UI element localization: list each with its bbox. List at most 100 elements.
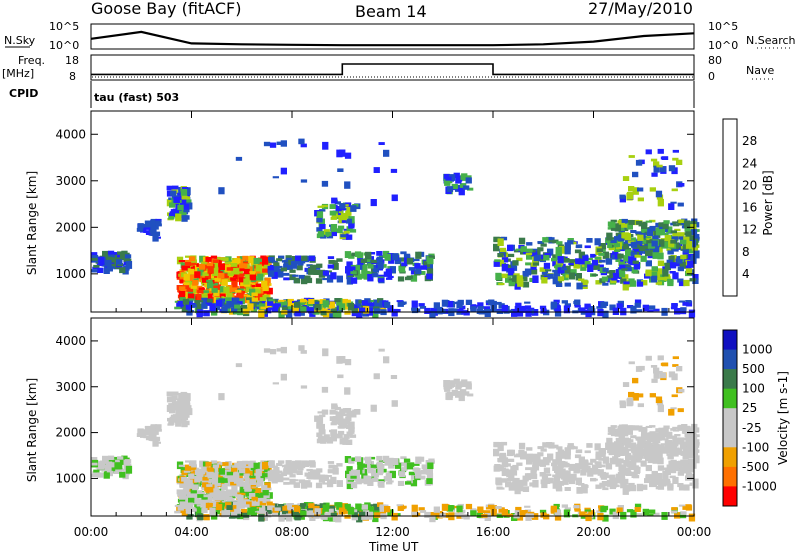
velocity-cell — [276, 473, 283, 480]
velocity-cell — [685, 446, 693, 454]
power-cell — [531, 248, 539, 252]
velocity-cell — [268, 461, 275, 466]
power-cell — [512, 260, 519, 266]
velocity-cell — [635, 513, 643, 516]
power-cell — [609, 270, 616, 278]
power-cell — [580, 264, 587, 271]
velocity-cell — [283, 468, 290, 475]
power-cell — [507, 244, 514, 252]
power-cell — [150, 223, 157, 226]
velocity-cell — [601, 505, 609, 511]
velocity-cell — [268, 474, 275, 482]
velocity-cell — [456, 505, 463, 513]
velocity-cell — [203, 514, 210, 521]
power-cell — [186, 309, 193, 316]
velocity-cell — [537, 446, 544, 449]
time-tick-label-3: 12:00 — [375, 525, 410, 539]
power-cell — [93, 264, 100, 268]
power-cell — [563, 258, 570, 263]
velocity-cell — [322, 504, 329, 512]
velocity-cell — [666, 431, 673, 439]
velocity-cell — [674, 434, 681, 437]
velocity-cell — [91, 462, 98, 466]
power-cell — [671, 188, 678, 192]
velocity-cell — [539, 472, 546, 477]
power-cell — [651, 172, 658, 177]
velocity-colorbar-segment — [723, 330, 737, 351]
velocity-cell — [191, 491, 199, 498]
power-cell — [281, 306, 289, 312]
velocity-cell — [660, 362, 668, 366]
velocity-cell — [555, 451, 562, 460]
power-cell — [350, 205, 357, 212]
power-cell — [610, 219, 617, 223]
power-cell — [194, 300, 201, 306]
power-cell — [387, 275, 394, 278]
velocity-cell — [581, 484, 588, 490]
velocity-cell — [513, 454, 521, 458]
velocity-cell — [350, 469, 358, 472]
power-cell — [181, 187, 189, 190]
power-cell — [661, 241, 668, 249]
power-cell — [199, 255, 206, 263]
velocity-cell — [601, 481, 609, 486]
velocity-cell — [206, 484, 213, 487]
power-cell — [292, 274, 299, 277]
power-cell — [497, 259, 504, 266]
velocity-cell — [359, 511, 366, 517]
power-cell — [168, 216, 175, 220]
velocity-cell — [563, 462, 570, 468]
velocity-cell — [180, 414, 187, 422]
power-cell — [488, 300, 495, 306]
power-cell — [331, 260, 338, 263]
power-cell — [316, 211, 324, 218]
velocity-cell — [308, 511, 315, 518]
power-cell — [180, 279, 187, 284]
power-cell — [639, 239, 647, 244]
velocity-cell — [264, 482, 271, 488]
velocity-cell — [242, 460, 249, 465]
power-cell — [258, 309, 265, 318]
power-cell — [508, 268, 515, 276]
velocity-cell — [335, 514, 342, 523]
power-cell — [550, 301, 557, 309]
velocity-cell — [632, 425, 639, 431]
power-cell — [313, 269, 320, 275]
velocity-cell — [205, 461, 212, 467]
power-cell — [280, 267, 287, 272]
power-cell — [374, 308, 381, 314]
power-cell — [236, 271, 243, 274]
velocity-cell — [498, 487, 505, 490]
power-cell — [612, 272, 620, 279]
power-cell — [190, 262, 197, 266]
power-cell — [657, 252, 664, 260]
power-cell — [532, 260, 540, 266]
power-cell — [508, 280, 516, 286]
power-cell — [259, 297, 266, 305]
velocity-cell — [543, 459, 550, 466]
velocity-cell — [446, 392, 454, 398]
power-cell — [345, 210, 352, 216]
power-cell — [483, 306, 491, 311]
power-cell — [188, 256, 196, 262]
power-cell — [239, 284, 246, 292]
velocity-cell — [586, 443, 593, 448]
power-cell — [419, 306, 427, 309]
power-cell — [318, 269, 326, 278]
velocity-cell — [612, 477, 620, 484]
velocity-cell — [190, 489, 197, 494]
velocity-cell — [254, 473, 261, 481]
velocity-cell — [330, 476, 337, 484]
power-cell — [463, 311, 470, 316]
power-cell — [578, 251, 585, 260]
velocity-cell — [484, 513, 491, 521]
velocity-cell — [661, 446, 668, 454]
power-cell — [206, 290, 213, 299]
power-cell — [622, 282, 629, 291]
velocity-cell — [286, 513, 293, 522]
velocity-cell — [628, 361, 635, 365]
power-cell — [618, 234, 625, 242]
power-cell — [221, 279, 228, 286]
velocity-ylabel: Slant Range [km] — [25, 378, 39, 482]
